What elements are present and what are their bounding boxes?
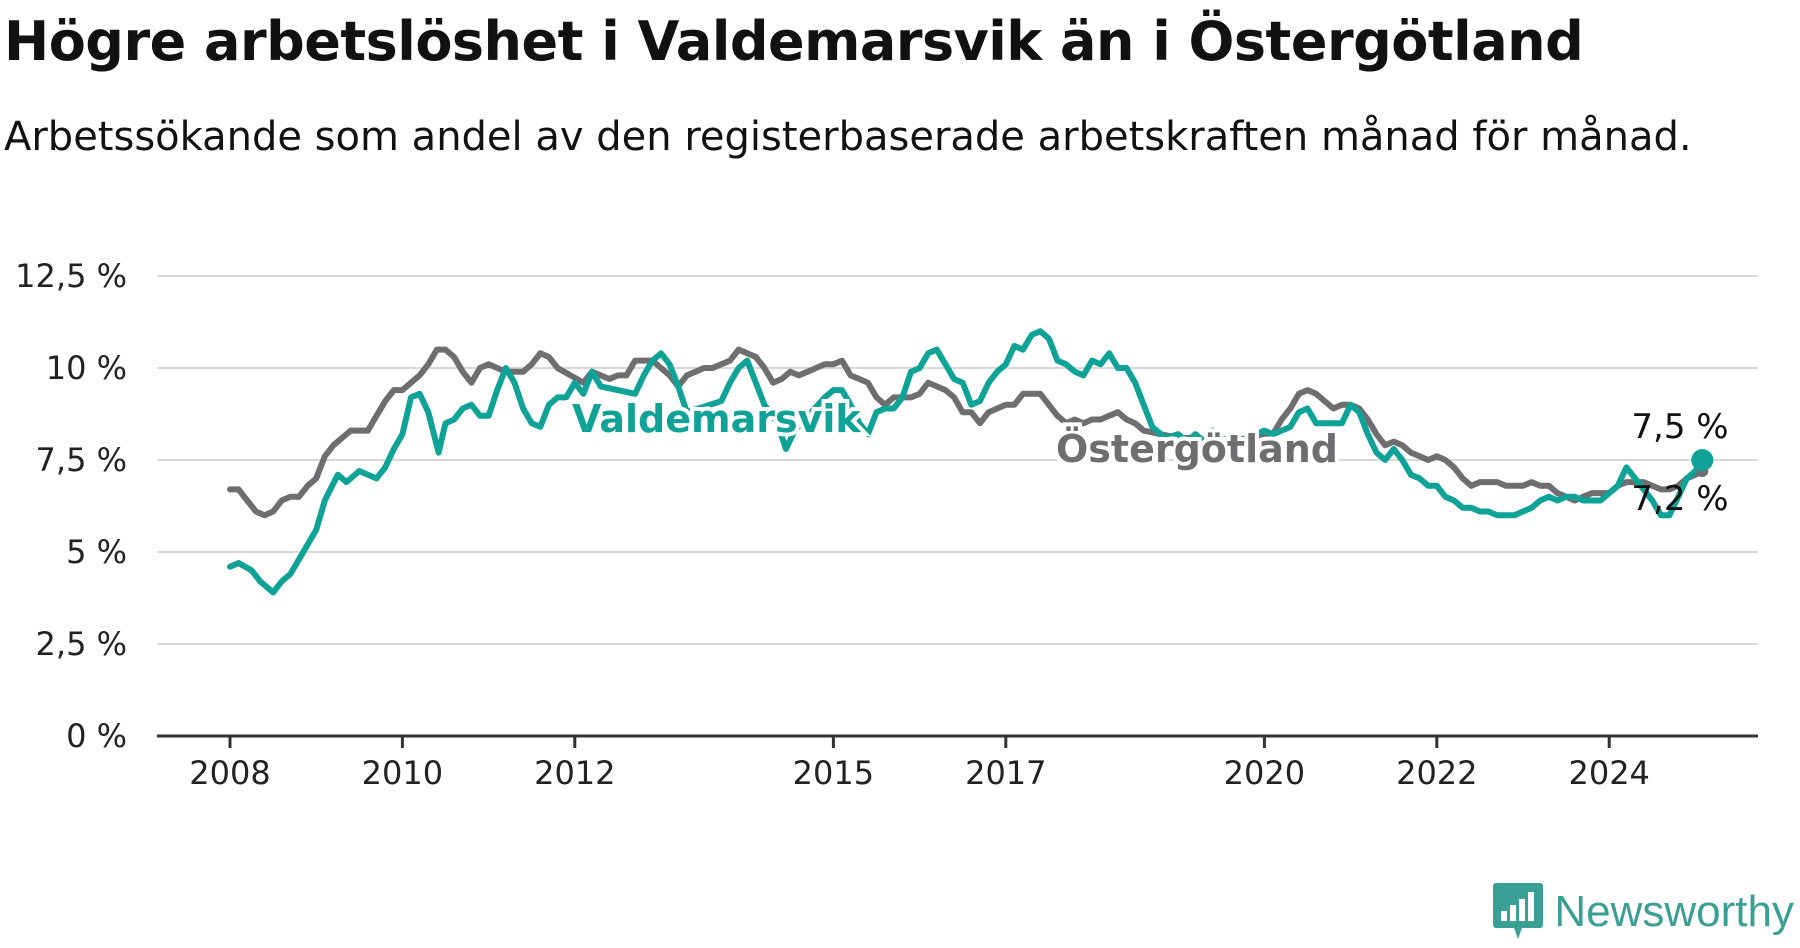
x-tick-label: 2015 bbox=[793, 754, 874, 792]
end-value-valdemarsvik: 7,5 % bbox=[1631, 407, 1728, 447]
y-tick-label: 5 % bbox=[66, 533, 127, 571]
x-tick-label: 2010 bbox=[362, 754, 443, 792]
x-tick-label: 2022 bbox=[1396, 754, 1477, 792]
series-line-ostergotland bbox=[227, 346, 1706, 519]
series-line-valdemarsvik bbox=[227, 328, 1706, 596]
y-tick-label: 10 % bbox=[46, 349, 127, 387]
newsworthy-logo-icon bbox=[1493, 883, 1544, 939]
chart-subtitle: Arbetssökande som andel av den registerb… bbox=[4, 114, 1692, 160]
series-lines bbox=[227, 328, 1706, 596]
end-value-ostergotland: 7,2 % bbox=[1631, 479, 1728, 519]
newsworthy-logo-text: Newsworthy bbox=[1554, 887, 1794, 936]
x-tick-label: 2008 bbox=[189, 754, 270, 792]
x-tick-label: 2024 bbox=[1568, 754, 1649, 792]
y-tick-label: 7,5 % bbox=[36, 441, 127, 479]
end-markers bbox=[1691, 449, 1714, 478]
x-tick-label: 2012 bbox=[534, 754, 615, 792]
end-point-valdemarsvik bbox=[1691, 449, 1714, 471]
y-tick-label: 0 % bbox=[66, 717, 127, 755]
series-label-valdemarsvik: Valdemarsvik bbox=[572, 397, 861, 441]
y-axis-ticks: 0 % 2,5 % 5 % 7,5 % 10 % 12,5 % bbox=[15, 257, 127, 755]
x-tick-label: 2020 bbox=[1224, 754, 1305, 792]
x-tick-label: 2017 bbox=[965, 754, 1046, 792]
chart-title: Högre arbetslöshet i Valdemarsvik än i Ö… bbox=[4, 10, 1584, 73]
y-tick-label: 12,5 % bbox=[15, 257, 127, 295]
newsworthy-logo: Newsworthy bbox=[1492, 876, 1794, 948]
series-label-ostergotland: Östergötland bbox=[1056, 427, 1338, 471]
gridlines bbox=[157, 275, 1758, 645]
y-tick-label: 2,5 % bbox=[36, 625, 127, 663]
x-axis-ticks: 2008 2010 2012 2015 2017 2020 2022 2024 bbox=[189, 736, 1650, 792]
